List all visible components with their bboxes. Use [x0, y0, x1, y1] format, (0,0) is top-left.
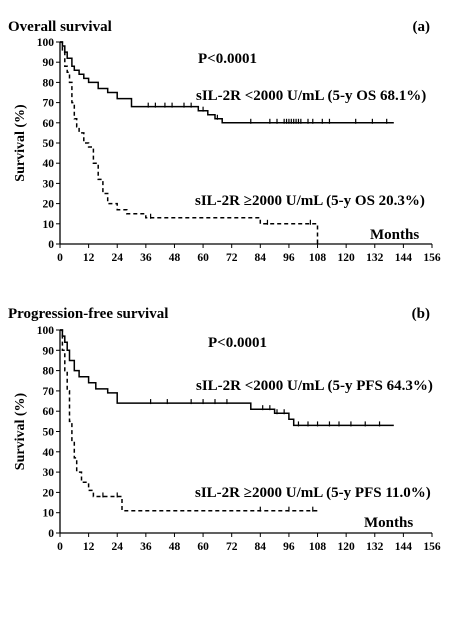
- x-axis-label: Months: [364, 515, 413, 531]
- y-tick-label: 10: [43, 219, 55, 231]
- x-tick-label: 132: [366, 252, 384, 264]
- panel-label: (b): [412, 306, 430, 322]
- x-tick-label: 156: [423, 541, 441, 553]
- y-axis-label: Survival (%): [13, 392, 28, 470]
- y-axis-label: Survival (%): [13, 104, 28, 182]
- y-tick-label: 80: [43, 366, 55, 378]
- y-tick-label: 0: [48, 528, 54, 540]
- x-tick-label: 0: [57, 541, 63, 553]
- x-tick-label: 72: [226, 541, 238, 553]
- y-tick-label: 70: [43, 98, 55, 110]
- series-label-low: sIL-2R <2000 U/mL (5-y PFS 64.3%): [196, 378, 433, 394]
- x-tick-label: 120: [338, 252, 356, 264]
- x-tick-label: 96: [283, 252, 295, 264]
- y-tick-label: 80: [43, 77, 55, 89]
- series-low: [60, 329, 394, 427]
- y-tick-label: 20: [43, 199, 55, 211]
- x-tick-label: 108: [309, 541, 327, 553]
- survival-curve-line: [60, 41, 319, 244]
- x-tick-label: 24: [111, 252, 123, 264]
- x-tick-label: 144: [395, 541, 413, 553]
- chart-title: Progression-free survival: [8, 306, 168, 322]
- x-tick-label: 144: [395, 252, 413, 264]
- y-tick-label: 50: [43, 138, 55, 150]
- chart-title: Overall survival: [8, 19, 112, 35]
- y-tick-label: 100: [37, 37, 55, 49]
- series-label-low: sIL-2R <2000 U/mL (5-y OS 68.1%): [196, 88, 426, 104]
- series-high: [60, 329, 318, 512]
- x-tick-label: 96: [283, 541, 295, 553]
- y-tick-label: 60: [43, 118, 55, 130]
- survival-curve-line: [60, 329, 318, 512]
- y-tick-label: 20: [43, 487, 55, 499]
- x-tick-label: 48: [169, 541, 181, 553]
- series-low: [60, 41, 394, 124]
- x-axis-label: Months: [370, 227, 419, 243]
- y-tick-label: 10: [43, 508, 55, 520]
- y-tick-label: 70: [43, 386, 55, 398]
- y-tick-label: 60: [43, 406, 55, 418]
- x-tick-label: 48: [169, 252, 181, 264]
- y-tick-label: 100: [37, 325, 55, 337]
- x-tick-label: 24: [111, 541, 123, 553]
- x-tick-label: 84: [255, 252, 267, 264]
- y-tick-label: 40: [43, 158, 55, 170]
- x-tick-label: 108: [309, 252, 327, 264]
- x-tick-label: 36: [140, 541, 152, 553]
- series-label-high: sIL-2R ≥2000 U/mL (5-y PFS 11.0%): [195, 485, 431, 501]
- survival-curve-line: [60, 41, 394, 124]
- y-tick-label: 90: [43, 345, 55, 357]
- p-value-label: P<0.0001: [208, 335, 267, 351]
- y-tick-label: 30: [43, 467, 55, 479]
- series-label-high: sIL-2R ≥2000 U/mL (5-y OS 20.3%): [195, 193, 425, 209]
- series-high: [60, 41, 319, 244]
- x-tick-label: 60: [197, 541, 209, 553]
- x-tick-label: 12: [83, 541, 95, 553]
- y-tick-label: 50: [43, 427, 55, 439]
- progression-free-survival-panel: Progression-free survival (b) 0 10 20 30 40 50 6…: [8, 306, 441, 553]
- x-tick-label: 132: [366, 541, 384, 553]
- y-tick-label: 90: [43, 57, 55, 69]
- x-tick-label: 12: [83, 252, 95, 264]
- x-tick-label: 120: [338, 541, 356, 553]
- panel-label: (a): [413, 19, 431, 35]
- x-tick-label: 156: [423, 252, 441, 264]
- x-tick-label: 84: [255, 541, 267, 553]
- x-tick-label: 0: [57, 252, 63, 264]
- y-tick-label: 0: [48, 239, 54, 251]
- y-tick-label: 30: [43, 178, 55, 190]
- x-tick-label: 72: [226, 252, 238, 264]
- p-value-label: P<0.0001: [198, 51, 257, 67]
- overall-survival-panel: Overall survival (a) 0 10 20 30 40 50 60 70 80 90 10…: [8, 19, 441, 264]
- x-tick-label: 36: [140, 252, 152, 264]
- x-tick-label: 60: [197, 252, 209, 264]
- y-tick-label: 40: [43, 447, 55, 459]
